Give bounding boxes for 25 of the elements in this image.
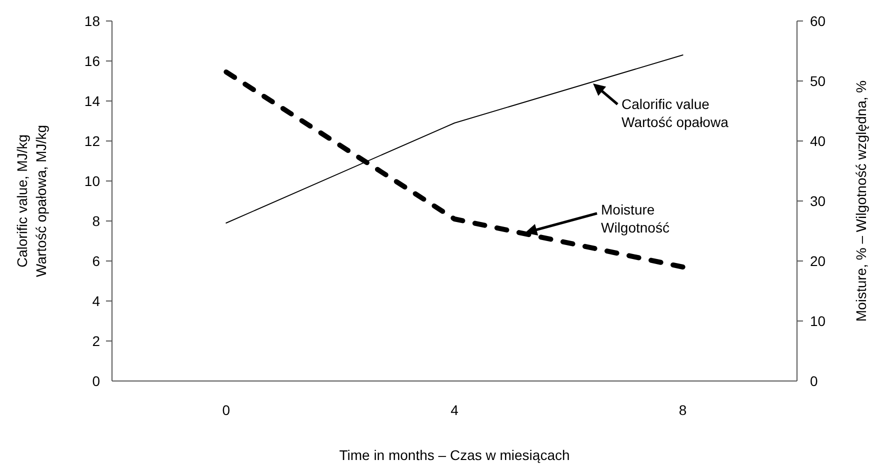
series-label: Calorific value Wartość opałowa (622, 96, 729, 130)
x-axis-title: Time in months – Czas w miesiącach (339, 447, 570, 463)
y2-tick-label: 60 (810, 12, 826, 29)
y-tick-label: 8 (92, 212, 100, 229)
y-tick-label: 6 (92, 252, 100, 269)
y-tick-label: 4 (92, 292, 100, 309)
y-tick-label: 12 (84, 132, 100, 149)
y2-tick-label: 30 (810, 192, 826, 209)
x-tick-label: 8 (678, 402, 687, 418)
y-tick-label: 14 (84, 92, 100, 109)
y-tick-label: 0 (92, 372, 100, 389)
y2-tick-label: 50 (810, 72, 826, 89)
x-tick-label: 0 (222, 402, 230, 418)
x-tick-label: 4 (450, 402, 459, 418)
y-tick-label: 2 (92, 332, 100, 349)
y-axis-title: Calorific value, MJ/kg Wartość opałowa, MJ/kg (14, 125, 49, 277)
series-label: Moisture Wilgotność (601, 201, 670, 236)
y-tick-label: 10 (84, 172, 100, 189)
y-tick-label: 16 (84, 52, 100, 69)
y2-tick-label: 40 (810, 132, 826, 149)
y-tick-label: 18 (84, 12, 100, 29)
y2-tick-label: 0 (810, 372, 818, 389)
y2-axis-title: Moisture, % – Wilgotność względna, % (853, 80, 869, 322)
y2-tick-label: 20 (810, 252, 826, 269)
y2-tick-label: 10 (810, 312, 826, 329)
